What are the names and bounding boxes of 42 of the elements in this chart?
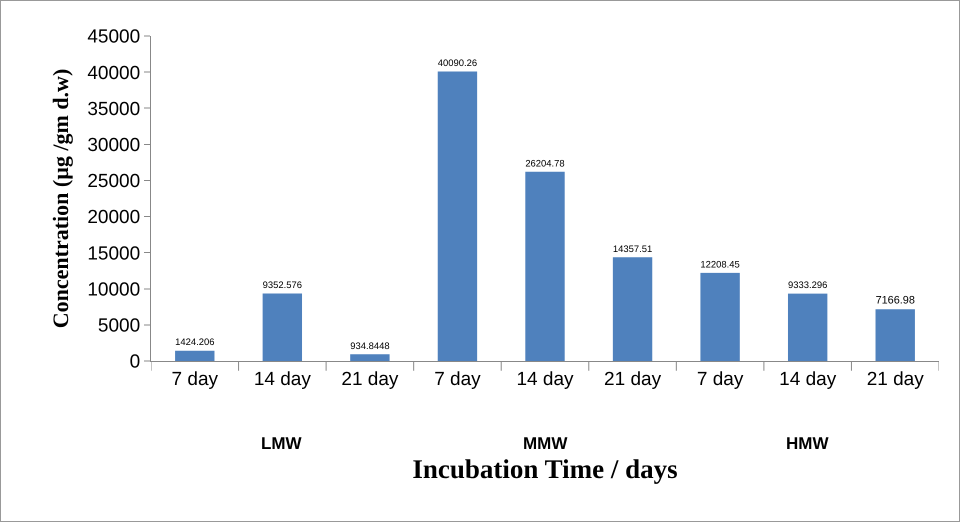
y-tick-label: 25000 — [87, 171, 140, 192]
bar — [700, 272, 740, 361]
y-tick-label: 10000 — [87, 279, 140, 300]
x-tick-label: 7 day — [696, 368, 744, 390]
data-label: 1424.206 — [175, 337, 214, 348]
x-tick-label: 21 day — [866, 368, 924, 390]
y-tick-label: 15000 — [87, 243, 140, 264]
y-tick-label: 35000 — [87, 98, 140, 120]
x-tick-label: 21 day — [341, 368, 399, 390]
bar — [262, 293, 302, 361]
bar — [438, 71, 478, 361]
x-axis-title: Incubation Time / days — [412, 454, 678, 484]
y-tick-label: 45000 — [87, 26, 140, 48]
text: LMW — [261, 434, 303, 453]
x-tick-label: 21 day — [604, 368, 662, 390]
bar — [175, 350, 214, 361]
bar — [350, 354, 390, 361]
y-tick-label: 0 — [130, 352, 140, 373]
bar — [525, 172, 565, 361]
data-label: 12208.45 — [700, 259, 740, 270]
data-label: 7166.98 — [876, 294, 915, 306]
data-label: 934.8448 — [350, 340, 390, 352]
y-axis-title: Concentration (µg /gm d.w) — [48, 68, 74, 328]
y-tick-label: 20000 — [87, 207, 140, 228]
bar — [612, 257, 652, 361]
data-label: 40090.26 — [438, 58, 478, 69]
text: MMW — [523, 434, 568, 453]
x-tick-label: 14 day — [779, 368, 837, 390]
data-label: 26204.78 — [525, 158, 565, 170]
x-tick-label: 7 day — [434, 368, 482, 390]
x-tick-label: 7 day — [172, 368, 219, 390]
bar — [788, 294, 828, 361]
data-label: 14357.51 — [612, 244, 652, 255]
y-tick-label: 5000 — [98, 316, 140, 337]
y-tick-label: 30000 — [87, 134, 140, 156]
data-label: 9352.576 — [262, 280, 302, 291]
x-tick-label: 14 day — [516, 368, 574, 390]
bar — [876, 309, 915, 361]
x-tick-label: 14 day — [254, 368, 312, 390]
text: HMW — [786, 434, 830, 453]
y-tick-label: 40000 — [87, 62, 140, 84]
data-label: 9333.296 — [788, 280, 828, 292]
